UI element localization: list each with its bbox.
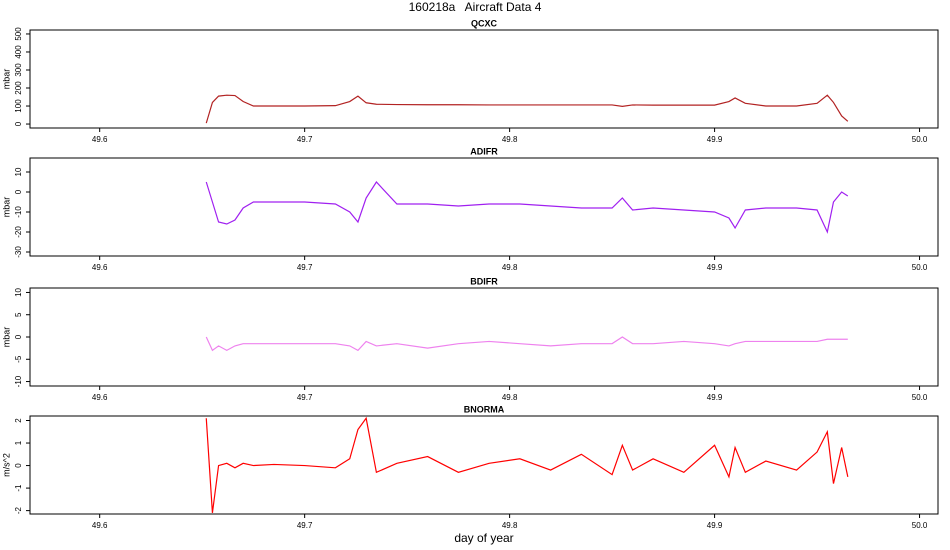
panel-title: BDIFR — [470, 276, 498, 286]
panel-title: QCXC — [471, 18, 498, 28]
y-tick-label: 500 — [14, 27, 23, 41]
data-line — [205, 416, 849, 513]
chart-title: 160218a Aircraft Data 4 — [409, 0, 542, 14]
plot-frame — [29, 29, 939, 129]
y-tick-label: -30 — [14, 246, 23, 258]
x-tick-label: 49.8 — [502, 521, 518, 530]
y-tick-label: 5 — [14, 312, 23, 317]
y-tick-label: -10 — [14, 206, 23, 218]
y-axis-label: mbar — [1, 197, 11, 218]
x-tick-label: 49.8 — [502, 393, 518, 402]
data-line — [205, 94, 849, 124]
data-line — [205, 181, 849, 234]
panel-title: ADIFR — [470, 146, 498, 156]
y-tick-label: -2 — [14, 507, 23, 515]
plot-frame — [29, 157, 939, 257]
x-tick-label: 50.0 — [912, 521, 928, 530]
y-axis-label: mbar — [1, 327, 11, 348]
x-tick-label: 49.9 — [707, 393, 723, 402]
y-tick-label: 10 — [14, 287, 23, 296]
x-tick-label: 49.6 — [92, 263, 108, 272]
x-axis-label: day of year — [454, 531, 513, 545]
x-tick-label: 49.8 — [502, 263, 518, 272]
plot-frame — [29, 287, 939, 387]
y-tick-label: 0 — [14, 189, 23, 194]
x-tick-label: 49.6 — [92, 393, 108, 402]
y-tick-label: -5 — [14, 355, 23, 363]
x-tick-label: 49.6 — [92, 521, 108, 530]
x-tick-label: 49.9 — [707, 521, 723, 530]
y-tick-label: -1 — [14, 484, 23, 492]
y-tick-label: 0 — [14, 334, 23, 339]
y-tick-label: -20 — [14, 226, 23, 238]
y-tick-label: 100 — [14, 99, 23, 113]
y-tick-label: 0 — [14, 463, 23, 468]
panel-title: BNORMA — [464, 404, 505, 414]
x-tick-label: 49.7 — [297, 521, 313, 530]
x-tick-label: 50.0 — [912, 135, 928, 144]
x-tick-label: 49.6 — [92, 135, 108, 144]
y-tick-label: 1 — [14, 440, 23, 445]
x-tick-label: 50.0 — [912, 393, 928, 402]
x-tick-label: 49.7 — [297, 393, 313, 402]
y-axis-label: m/s^2 — [1, 453, 11, 477]
y-tick-label: 200 — [14, 81, 23, 95]
x-tick-label: 49.9 — [707, 135, 723, 144]
x-tick-label: 50.0 — [912, 263, 928, 272]
y-tick-label: 300 — [14, 63, 23, 77]
x-tick-label: 49.8 — [502, 135, 518, 144]
y-axis-label: mbar — [1, 69, 11, 90]
x-tick-label: 49.9 — [707, 263, 723, 272]
y-tick-label: 2 — [14, 418, 23, 423]
x-tick-label: 49.7 — [297, 135, 313, 144]
x-tick-label: 49.7 — [297, 263, 313, 272]
y-tick-label: -10 — [14, 375, 23, 387]
data-line — [205, 336, 848, 352]
plot-frame — [29, 415, 939, 515]
y-tick-label: 0 — [14, 121, 23, 126]
y-tick-label: 10 — [14, 167, 23, 176]
y-tick-label: 400 — [14, 45, 23, 59]
